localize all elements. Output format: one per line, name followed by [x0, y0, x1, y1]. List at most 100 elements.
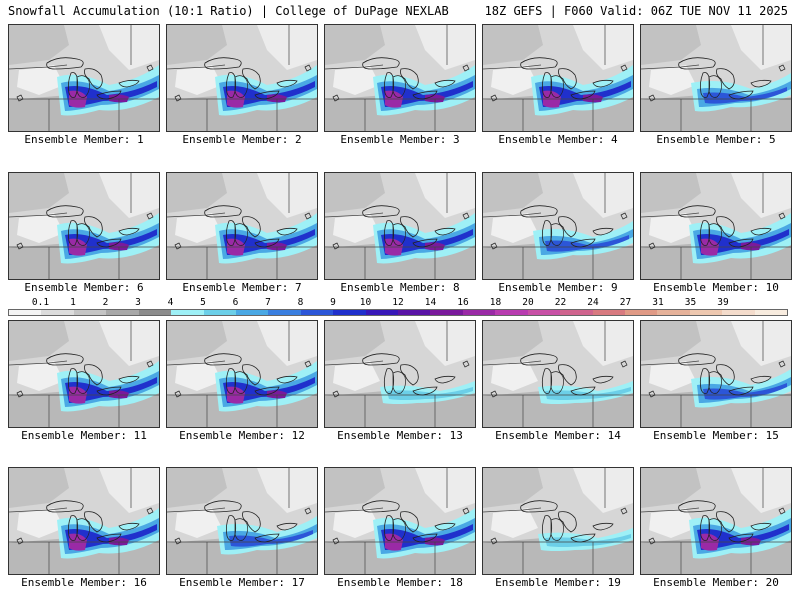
lake-outline	[678, 205, 716, 218]
ensemble-panel: Ensemble Member: 18	[324, 467, 476, 591]
border-line	[483, 212, 542, 218]
small-mark	[332, 94, 340, 102]
light-field	[17, 361, 64, 391]
snowfall-map	[167, 321, 317, 427]
lake-outline	[362, 205, 400, 218]
michigan-outline	[708, 371, 722, 394]
gray-field	[641, 391, 791, 427]
colorbar-swatch	[41, 310, 74, 315]
snowfall-map	[325, 468, 475, 574]
colorbar-label: 1	[70, 297, 76, 308]
michigan-outline	[234, 75, 248, 98]
michigan-outline	[708, 518, 722, 541]
lake-outline	[678, 353, 716, 366]
gray-field	[9, 25, 69, 65]
colorbar-label: 18	[489, 297, 502, 308]
lake-outline	[204, 353, 242, 366]
lake-outline	[412, 90, 438, 100]
small-mark	[462, 212, 470, 220]
lake-outline	[254, 533, 280, 543]
border-line	[325, 64, 384, 70]
lake-outline	[434, 79, 456, 88]
lake-outline	[570, 90, 596, 100]
lake-outline	[699, 368, 711, 394]
light-field	[99, 468, 159, 513]
colorbar-swatch	[171, 310, 204, 315]
colorbar-swatch	[398, 310, 431, 315]
lake-outline	[84, 364, 103, 386]
lake-outline	[400, 364, 419, 386]
colorbar-swatch	[333, 310, 366, 315]
lake-outline	[699, 72, 711, 98]
ensemble-panel: Ensemble Member: 15	[640, 320, 792, 444]
border-line	[9, 360, 68, 366]
map-frame	[166, 24, 318, 132]
map-frame	[640, 320, 792, 428]
light-field	[333, 508, 380, 538]
snowfall-map	[9, 468, 159, 574]
snowfall-map	[167, 173, 317, 279]
ensemble-panel: Ensemble Member: 11	[8, 320, 160, 444]
lake-outline	[204, 205, 242, 218]
lake-outline	[383, 220, 395, 246]
gray-field	[483, 538, 633, 574]
small-mark	[620, 212, 628, 220]
map-frame	[166, 467, 318, 575]
snowfall-band	[267, 94, 287, 103]
michigan-outline	[76, 75, 90, 98]
light-field	[573, 173, 633, 218]
snowfall-map	[641, 468, 791, 574]
small-mark	[174, 94, 182, 102]
snowfall-band	[425, 94, 445, 103]
snowfall-map	[325, 321, 475, 427]
colorbar-label: 35	[684, 297, 697, 308]
ensemble-member-caption: Ensemble Member: 19	[495, 576, 621, 589]
lake-outline	[541, 515, 553, 541]
snowfall-map	[641, 25, 791, 131]
gray-field	[483, 25, 543, 65]
lake-outline	[592, 79, 614, 88]
lake-outline	[46, 205, 84, 218]
snowfall-band	[109, 94, 129, 103]
lake-outline	[716, 511, 735, 533]
colorbar-label: 4	[167, 297, 174, 308]
snowfall-band	[381, 229, 473, 255]
snowfall-map	[483, 25, 633, 131]
lake-outline	[699, 515, 711, 541]
ensemble-panel: Ensemble Member: 13	[324, 320, 476, 444]
lake-outline	[520, 500, 558, 513]
colorbar-labels: 0.1 1 2 3 4 5 6 7 8 9 10 12 14 16 18 20 22 24 27 31 35 39	[8, 297, 788, 308]
light-field	[649, 213, 696, 243]
lake-outline	[520, 353, 558, 366]
lake-outline	[520, 57, 558, 70]
colorbar-swatch	[300, 310, 334, 315]
border-line	[9, 507, 68, 513]
map-frame	[8, 320, 160, 428]
ensemble-panel: Ensemble Member: 12	[166, 320, 318, 444]
michigan-outline	[392, 371, 406, 394]
colorbar-swatches	[8, 309, 788, 316]
border-line	[167, 360, 226, 366]
gray-field	[325, 321, 385, 361]
colorbar-label: 20	[522, 297, 534, 308]
lake-outline	[716, 216, 735, 238]
ensemble-member-caption: Ensemble Member: 6	[24, 281, 144, 294]
lake-outline	[276, 375, 298, 384]
lake-outline	[750, 375, 772, 384]
light-field	[649, 361, 696, 391]
lake-outline	[699, 220, 711, 246]
colorbar-label: 7	[265, 297, 271, 308]
snowfall-band	[381, 81, 473, 107]
lake-outline	[254, 238, 280, 248]
light-field	[333, 361, 380, 391]
colorbar-label: 10	[359, 297, 372, 308]
light-field	[731, 321, 791, 366]
gray-field	[641, 173, 701, 213]
small-mark	[620, 64, 628, 72]
snowfall-band	[741, 242, 761, 251]
small-mark	[16, 242, 24, 250]
gray-field	[167, 538, 317, 574]
light-field	[573, 25, 633, 70]
light-field	[731, 173, 791, 218]
lake-outline	[558, 68, 577, 90]
